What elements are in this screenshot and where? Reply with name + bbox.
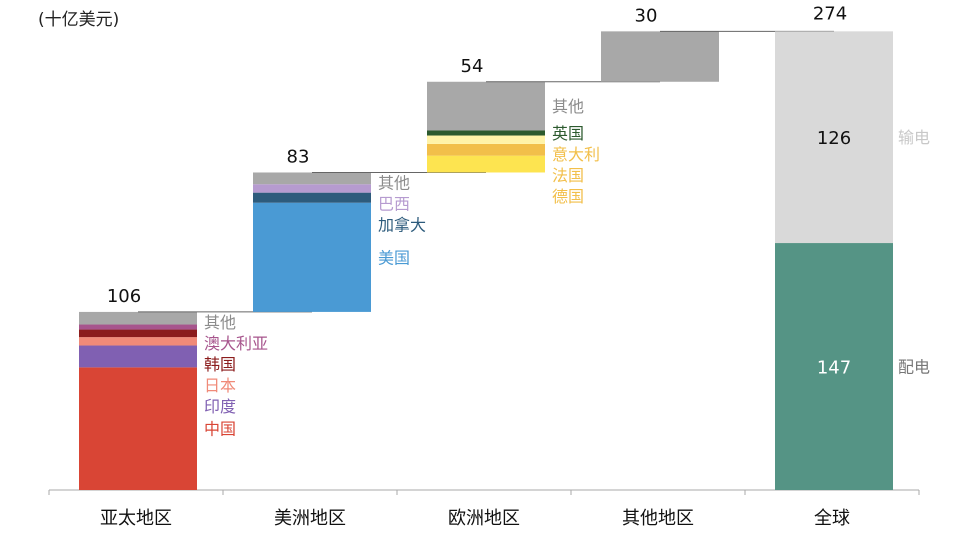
total-bar-segment <box>775 243 893 490</box>
x-tick-label: 全球 <box>814 508 850 529</box>
grand-total-label: 274 <box>813 4 847 25</box>
segment-label: 日本 <box>204 376 236 395</box>
segment-label: 法国 <box>552 166 584 185</box>
segment-label: 中国 <box>204 420 236 439</box>
total-bar-segment <box>775 31 893 244</box>
bar-segment <box>427 130 545 136</box>
segment-label: 加拿大 <box>378 215 426 234</box>
segment-label: 其他 <box>552 97 584 116</box>
bar-segment <box>253 192 371 203</box>
segment-label: 印度 <box>204 397 236 416</box>
bar-segment <box>253 172 371 185</box>
bar-segment <box>427 135 545 144</box>
total-segment-label: 输电 <box>898 128 930 147</box>
bar-segment <box>427 81 545 131</box>
total-value-label: 54 <box>461 56 484 77</box>
x-tick-label: 欧洲地区 <box>448 508 520 529</box>
segment-label: 英国 <box>552 124 584 143</box>
total-value-label: 106 <box>107 286 141 307</box>
bar-segment <box>601 31 719 82</box>
total-segment-label: 配电 <box>898 358 930 377</box>
segment-label: 其他 <box>378 173 410 192</box>
segment-label: 其他 <box>204 313 236 332</box>
segment-label: 韩国 <box>204 355 236 374</box>
unit-label: (十亿美元) <box>38 10 120 30</box>
total-segment-value: 126 <box>817 128 851 149</box>
segment-label: 德国 <box>552 187 584 206</box>
segment-label: 美国 <box>378 248 410 267</box>
bar-segment <box>427 155 545 173</box>
total-value-label: 30 <box>635 5 658 26</box>
segment-label: 意大利 <box>552 145 600 164</box>
x-tick-label: 其他地区 <box>622 508 694 529</box>
bar-segment <box>79 311 197 325</box>
bar-segment <box>427 143 545 156</box>
x-tick-label: 美洲地区 <box>274 508 346 529</box>
bar-segment <box>79 345 197 368</box>
bar-segment <box>79 337 197 346</box>
bar-segment <box>79 329 197 338</box>
total-segment-value: 147 <box>817 358 851 379</box>
segment-label: 澳大利亚 <box>204 334 268 353</box>
total-value-label: 83 <box>287 146 310 167</box>
bar-segment <box>79 367 197 490</box>
bar-segment <box>79 324 197 330</box>
x-tick-label: 亚太地区 <box>100 508 172 529</box>
bar-segment <box>253 184 371 193</box>
bar-segment <box>253 202 371 312</box>
segment-label: 巴西 <box>378 194 410 213</box>
